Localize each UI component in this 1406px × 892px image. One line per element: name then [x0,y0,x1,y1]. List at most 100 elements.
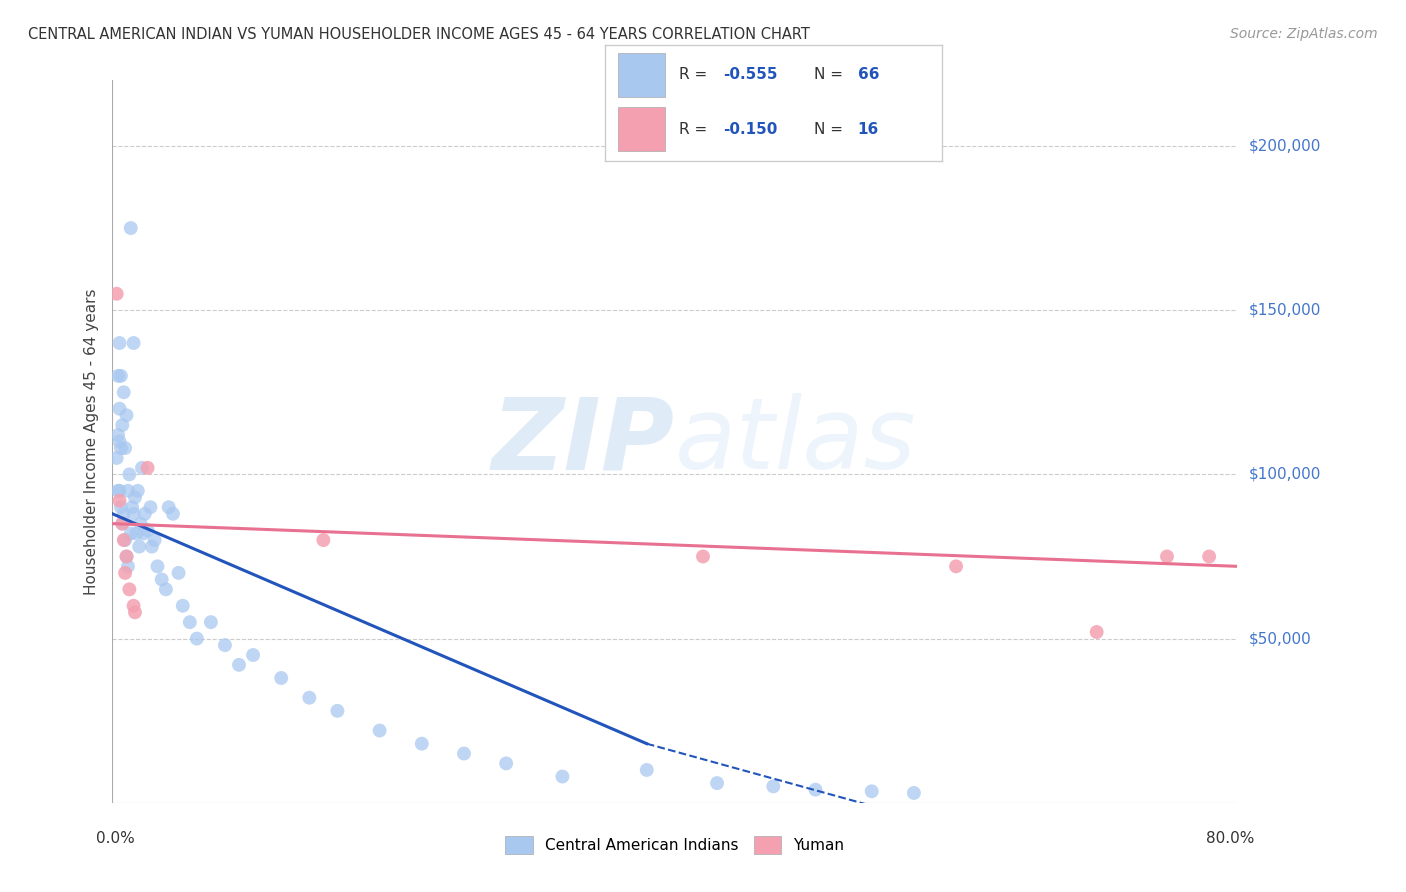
Point [114,533,136,547]
Point [146,559,169,574]
Point [120,221,142,235]
Text: $150,000: $150,000 [1249,302,1320,318]
Point [118,582,141,597]
Point [125,526,148,541]
Text: CENTRAL AMERICAN INDIAN VS YUMAN HOUSEHOLDER INCOME AGES 45 - 64 YEARS CORRELATI: CENTRAL AMERICAN INDIAN VS YUMAN HOUSEHO… [28,27,810,42]
Point [134,507,156,521]
Point [118,467,141,482]
Point [136,523,159,537]
Text: atlas: atlas [675,393,917,490]
Point [157,500,180,515]
Point [117,559,139,574]
Text: Source: ZipAtlas.com: Source: ZipAtlas.com [1230,27,1378,41]
Text: 66: 66 [858,67,879,82]
Point [162,507,184,521]
Point [200,615,222,630]
Point [762,780,785,794]
Point [141,540,163,554]
Point [111,418,134,433]
Point [108,434,131,449]
Point [114,566,136,580]
Point [131,460,153,475]
Text: N =: N = [814,67,848,82]
Point [136,460,159,475]
Point [105,450,128,465]
Point [132,526,155,541]
FancyBboxPatch shape [619,107,665,152]
Point [108,483,131,498]
Y-axis label: Householder Income Ages 45 - 64 years: Householder Income Ages 45 - 64 years [83,288,98,595]
Point [107,483,129,498]
Text: $100,000: $100,000 [1249,467,1320,482]
Point [108,493,131,508]
Text: 16: 16 [858,121,879,136]
Point [804,782,827,797]
Point [228,657,250,672]
Point [860,784,883,798]
Point [110,368,132,383]
Point [108,336,131,351]
Point [1085,625,1108,640]
Point [1198,549,1220,564]
Text: R =: R = [679,67,711,82]
Point [112,507,135,521]
Point [105,286,128,301]
Point [453,747,475,761]
Point [115,409,138,423]
Point [124,491,146,505]
Point [636,763,658,777]
Point [242,648,264,662]
Text: -0.555: -0.555 [723,67,778,82]
Point [112,385,135,400]
Point [107,368,129,383]
FancyBboxPatch shape [619,53,665,97]
Point [139,500,162,515]
Point [368,723,391,738]
Point [110,441,132,455]
Point [127,483,149,498]
Point [143,533,166,547]
Point [411,737,433,751]
Point [128,540,150,554]
Point [167,566,190,580]
Point [124,605,146,619]
Point [108,401,131,416]
Point [121,500,143,515]
Text: $50,000: $50,000 [1249,632,1312,646]
Point [186,632,208,646]
Point [111,516,134,531]
Point [326,704,349,718]
Point [155,582,177,597]
Legend: Central American Indians, Yuman: Central American Indians, Yuman [499,830,851,860]
Point [692,549,714,564]
Point [117,483,139,498]
Point [122,599,145,613]
Text: ZIP: ZIP [492,393,675,490]
Point [107,428,129,442]
Text: -0.150: -0.150 [723,121,778,136]
Point [172,599,194,613]
Point [150,573,173,587]
Point [110,500,132,515]
Point [551,770,574,784]
Point [179,615,201,630]
Text: 80.0%: 80.0% [1206,831,1254,846]
Point [129,516,152,531]
Point [903,786,925,800]
Point [298,690,321,705]
Point [214,638,236,652]
Text: N =: N = [814,121,848,136]
Point [120,526,142,541]
Text: $200,000: $200,000 [1249,138,1320,153]
Point [112,533,135,547]
Point [115,549,138,564]
Point [122,336,145,351]
Point [122,507,145,521]
Point [114,441,136,455]
Text: R =: R = [679,121,711,136]
Point [706,776,728,790]
Point [312,533,335,547]
Point [270,671,292,685]
Text: 0.0%: 0.0% [96,831,135,846]
Point [1156,549,1178,564]
